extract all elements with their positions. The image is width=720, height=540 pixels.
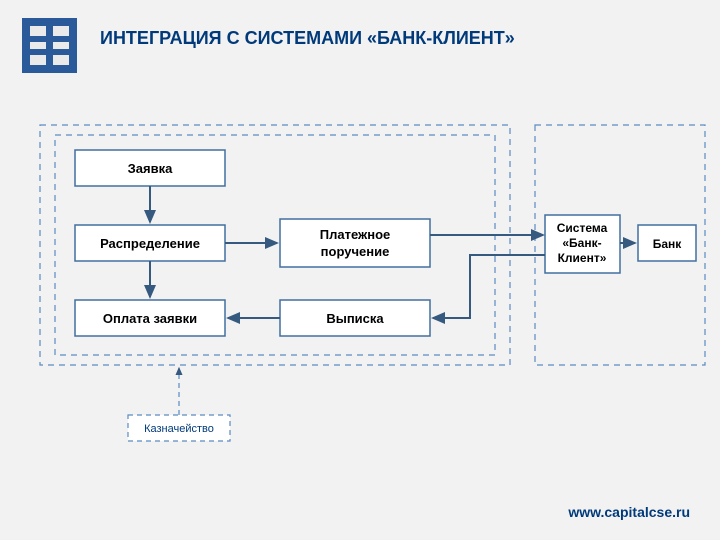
label-system2: «Банк- <box>562 236 601 250</box>
label-zayavka: Заявка <box>128 161 173 176</box>
arrow-system-vypiska <box>433 255 545 318</box>
label-raspredelenie: Распределение <box>100 236 200 251</box>
label-platezhnoe1: Платежное <box>320 227 391 242</box>
label-system1: Система <box>557 221 608 235</box>
diagram: Заявка Распределение Платежное поручение… <box>0 0 720 540</box>
label-oplata: Оплата заявки <box>103 311 197 326</box>
label-bank: Банк <box>653 237 683 251</box>
label-platezhnoe2: поручение <box>321 244 390 259</box>
label-vypiska: Выписка <box>326 311 384 326</box>
label-system3: Клиент» <box>558 251 607 265</box>
label-kaznach: Казначейство <box>144 423 214 435</box>
